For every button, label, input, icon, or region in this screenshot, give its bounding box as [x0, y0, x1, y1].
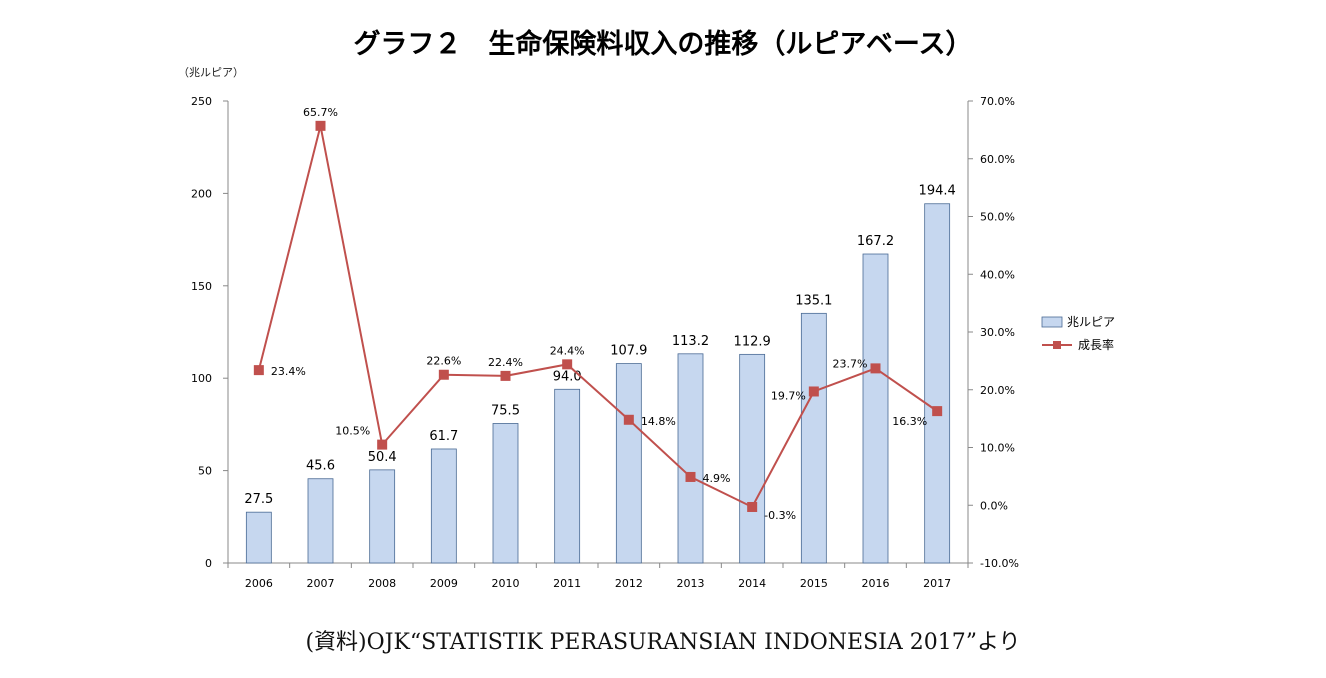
- x-tick-label: 2010: [492, 577, 520, 590]
- growth-rate-marker: [500, 370, 511, 381]
- bar-data-label: 167.2: [857, 234, 894, 249]
- growth-rate-marker: [562, 359, 573, 370]
- left-tick-label: 50: [198, 465, 212, 478]
- growth-rate-marker: [253, 365, 264, 376]
- chart-title: グラフ２ 生命保険料収入の推移（ルピアベース）: [353, 29, 973, 60]
- bar: [677, 353, 704, 564]
- growth-rate-marker: [623, 414, 634, 425]
- x-tick-label: 2017: [923, 577, 951, 590]
- bar-data-label: 94.0: [553, 369, 582, 384]
- x-tick-label: 2015: [800, 577, 828, 590]
- growth-rate-marker: [870, 363, 881, 374]
- x-tick-label: 2006: [245, 577, 273, 590]
- line-data-label: 4.9%: [703, 472, 731, 485]
- bar-data-label: 50.4: [368, 450, 397, 465]
- bar: [430, 448, 457, 564]
- right-tick-label: 20.0%: [980, 384, 1015, 397]
- bar: [615, 363, 642, 564]
- left-tick-label: 0: [205, 557, 212, 570]
- bar: [307, 478, 334, 564]
- bar-data-label: 27.5: [244, 492, 273, 507]
- bar-data-label: 107.9: [610, 344, 647, 359]
- line-data-label: 24.4%: [550, 344, 585, 357]
- x-tick-label: 2016: [862, 577, 890, 590]
- bar-data-label: 194.4: [919, 184, 956, 199]
- x-tick-label: 2012: [615, 577, 643, 590]
- bar-data-label: 61.7: [429, 429, 458, 444]
- right-tick-label: 40.0%: [980, 268, 1015, 281]
- right-tick-label: 50.0%: [980, 211, 1015, 224]
- bar-data-label: 112.9: [734, 334, 771, 349]
- bar-data-label: 113.2: [672, 334, 709, 349]
- left-tick-label: 150: [191, 280, 212, 293]
- y-axis-unit-label: （兆ルピア）: [178, 66, 244, 79]
- line-data-label: 10.5%: [335, 425, 370, 438]
- x-tick-label: 2009: [430, 577, 458, 590]
- line-data-label: 16.3%: [892, 415, 927, 428]
- line-data-label: 19.7%: [771, 389, 806, 402]
- line-data-label: 14.8%: [641, 415, 676, 428]
- right-tick-label: -10.0%: [980, 557, 1019, 570]
- right-tick-label: 10.0%: [980, 442, 1015, 455]
- right-tick-label: 60.0%: [980, 153, 1015, 166]
- growth-rate-line: [257, 125, 938, 509]
- growth-rate-marker: [438, 369, 449, 380]
- right-tick-label: 30.0%: [980, 326, 1015, 339]
- bar: [924, 203, 951, 564]
- growth-rate-marker: [808, 386, 819, 397]
- left-tick-label: 200: [191, 187, 212, 200]
- line-data-label: 22.6%: [426, 355, 461, 368]
- line-data-label: 23.4%: [271, 365, 306, 378]
- line-data-label: 22.4%: [488, 356, 523, 369]
- x-tick-label: 2011: [553, 577, 581, 590]
- growth-rate-marker: [377, 439, 388, 450]
- bar: [369, 469, 396, 564]
- growth-rate-marker: [747, 501, 758, 512]
- x-tick-label: 2008: [368, 577, 396, 590]
- x-tick-label: 2007: [307, 577, 335, 590]
- bar-data-label: 45.6: [306, 459, 335, 474]
- growth-rate-marker: [315, 120, 326, 131]
- left-tick-label: 250: [191, 95, 212, 108]
- growth-rate-marker: [932, 406, 943, 417]
- bar: [245, 511, 272, 564]
- bar: [554, 388, 581, 564]
- left-tick-label: 100: [191, 372, 212, 385]
- bar: [739, 353, 766, 564]
- legend-label-bars: 兆ルピア: [1067, 315, 1115, 329]
- right-tick-label: 0.0%: [980, 499, 1008, 512]
- bar-data-label: 75.5: [491, 403, 520, 418]
- bar: [862, 253, 889, 564]
- source-note: (資料)OJK“STATISTIK PERASURANSIAN INDONESI…: [305, 630, 1021, 655]
- right-tick-label: 70.0%: [980, 95, 1015, 108]
- bar: [492, 423, 519, 564]
- line-data-label: 23.7%: [833, 357, 868, 370]
- x-tick-label: 2014: [738, 577, 766, 590]
- bar-data-label: 135.1: [795, 293, 832, 308]
- bar: [800, 312, 827, 564]
- x-tick-label: 2013: [677, 577, 705, 590]
- line-data-label: 65.7%: [303, 106, 338, 119]
- legend-bar-swatch: [1041, 316, 1063, 328]
- legend-label-line: 成長率: [1078, 337, 1114, 352]
- legend-line-marker: [1053, 341, 1061, 349]
- growth-rate-marker: [685, 471, 696, 482]
- line-data-label: -0.3%: [764, 509, 796, 522]
